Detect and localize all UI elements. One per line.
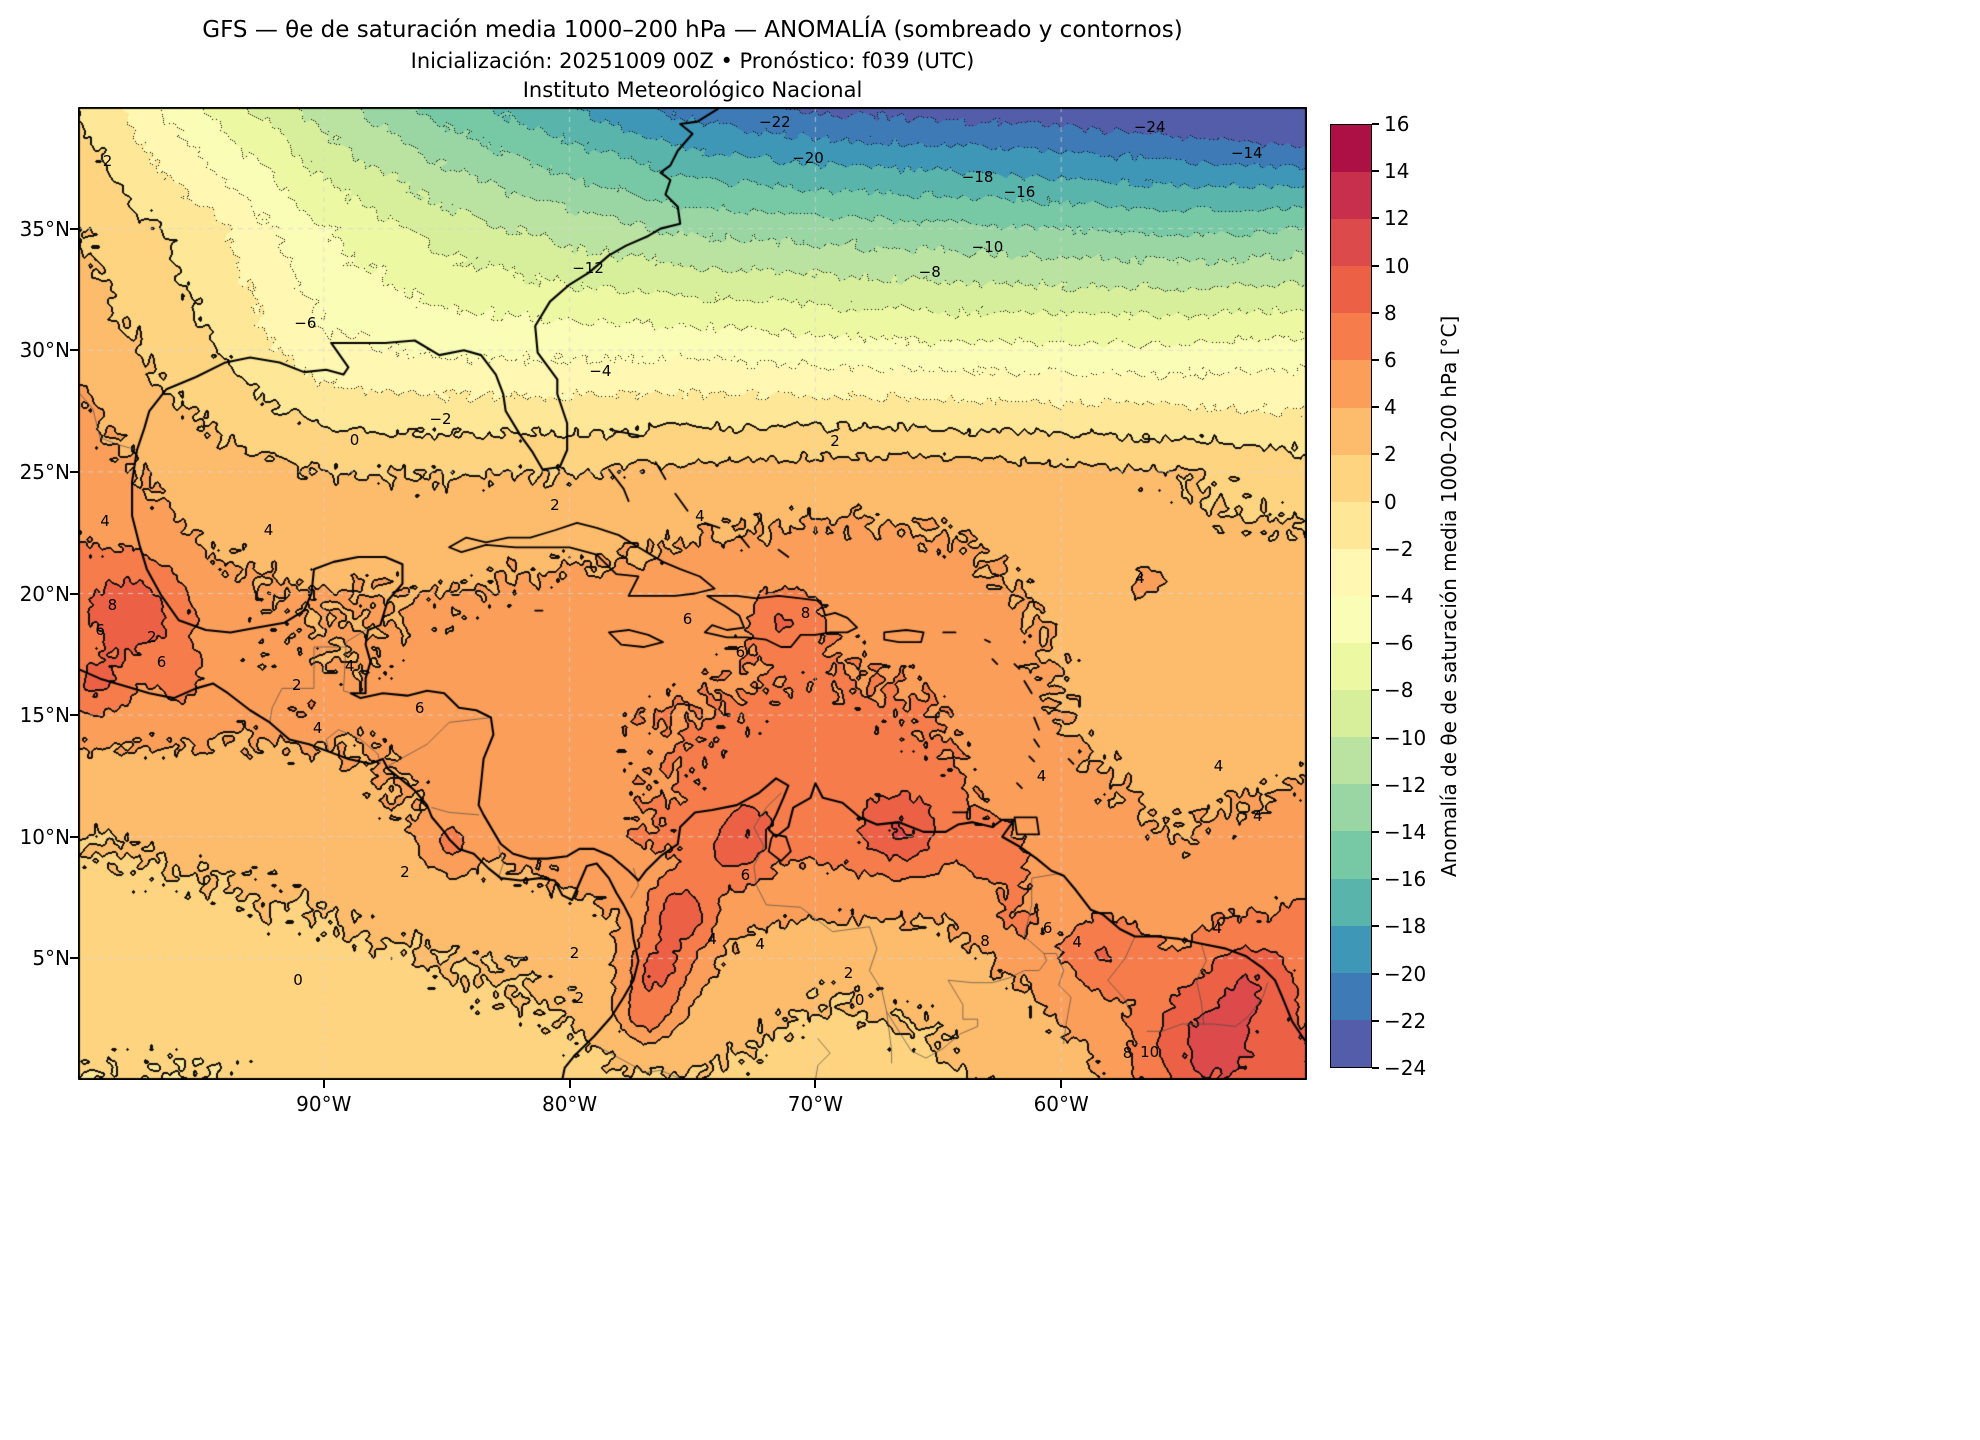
colorbar-segment [1331,548,1371,596]
colorbar-segment [1331,737,1371,785]
colorbar-tick-mark [1372,1067,1379,1069]
colorbar-tick-label: 8 [1384,300,1397,325]
colorbar-tick-label: 4 [1384,395,1397,420]
colorbar-tick-label: 0 [1384,489,1397,514]
y-tick-label: 10°N [19,824,70,849]
colorbar-segment [1331,972,1371,1020]
colorbar-tick-mark [1372,925,1379,928]
colorbar-tick-mark [1372,972,1379,975]
y-tick-label: 25°N [19,459,70,484]
colorbar-tick-label: 14 [1384,159,1410,184]
figure-title-block: GFS — θe de saturación media 1000–200 hP… [78,14,1307,106]
colorbar-tick-label: −16 [1384,867,1427,892]
colorbar-tick-mark [1372,170,1379,173]
colorbar-tick-label: −18 [1384,914,1427,939]
y-tick-label: 5°N [32,946,70,971]
colorbar-tick-label: 10 [1384,253,1410,278]
y-tick-mark [70,957,78,960]
colorbar-tick-label: −4 [1384,584,1414,608]
colorbar-tick-label: −12 [1384,772,1427,797]
y-tick-label: 20°N [19,581,70,606]
colorbar-tick-mark [1372,311,1379,314]
y-tick-mark [70,714,78,717]
colorbar-tick-label: −6 [1384,631,1414,656]
colorbar-tick-label: 6 [1384,348,1397,372]
x-tick-mark [322,1080,325,1088]
latitude-axis: 35°N 30°N 25°N 20°N 15°N 10°N 5°N [0,0,70,1440]
colorbar-segment [1331,360,1371,408]
colorbar-tick-label: −20 [1384,961,1427,986]
colorbar-segment [1331,878,1371,926]
colorbar-segment [1331,925,1371,973]
colorbar-tick-mark [1372,736,1379,739]
x-tick-label: 90°W [296,1092,352,1116]
colorbar-tick-mark [1372,1019,1379,1022]
colorbar-segment [1331,454,1371,502]
colorbar [1330,124,1372,1068]
colorbar-tick-label: −2 [1384,536,1414,561]
colorbar-segment [1331,690,1371,738]
figure-institution: Instituto Meteorológico Nacional [522,78,863,103]
colorbar-tick-mark [1372,547,1379,550]
colorbar-segment [1331,784,1371,832]
colorbar-segment [1331,831,1371,879]
colorbar-tick-mark [1372,595,1379,597]
y-tick-mark [70,349,78,352]
colorbar-tick-mark [1372,878,1379,881]
figure-subtitle: Inicialización: 20251009 00Z • Pronóstic… [410,48,975,73]
colorbar-segment [1331,219,1371,267]
y-tick-label: 30°N [19,338,70,363]
colorbar-tick-mark [1372,689,1379,692]
colorbar-segment [1331,643,1371,691]
colorbar-tick-mark [1372,453,1379,456]
colorbar-tick-mark [1372,783,1379,786]
colorbar-segment [1331,595,1371,644]
colorbar-tick-mark [1372,359,1379,361]
colorbar-segment [1331,501,1371,549]
y-tick-mark [70,592,78,595]
colorbar-tick-mark [1372,217,1379,220]
y-tick-mark [70,835,78,838]
colorbar-tick-label: 2 [1384,442,1397,467]
y-tick-mark [70,227,78,230]
colorbar-segment [1331,1019,1371,1067]
x-tick-label: 60°W [1033,1092,1089,1116]
colorbar-segment [1331,172,1371,220]
y-tick-mark [70,470,78,473]
colorbar-tick-label: −24 [1384,1056,1427,1080]
y-tick-label: 35°N [19,216,70,241]
colorbar-tick-label: 12 [1384,206,1410,231]
colorbar-tick-label: −22 [1384,1008,1427,1033]
colorbar-tick-mark [1372,642,1379,645]
colorbar-tick-mark [1372,500,1379,503]
colorbar-tick-label: −14 [1384,820,1427,844]
colorbar-segment [1331,125,1371,173]
x-tick-label: 80°W [541,1092,598,1116]
colorbar-label: Anomalía de θe de saturación media 1000–… [1437,315,1461,877]
plot-area: −22 −24 −14 −20 −18 −16 −10 −8 −12 −6 −4 −2 2 0 2 2 4 4 8 6… [78,107,1307,1080]
colorbar-tick-label: −10 [1384,725,1427,750]
longitude-axis: 90°W 80°W 70°W 60°W [0,1092,1980,1122]
figure-title: GFS — θe de saturación media 1000–200 hP… [202,17,1183,43]
map-canvas [78,107,1307,1080]
colorbar-tick-label: −8 [1384,678,1414,703]
colorbar-segment [1331,407,1371,455]
colorbar-tick-mark [1372,831,1379,833]
colorbar-segment [1331,266,1371,314]
x-tick-label: 70°W [787,1092,844,1116]
x-tick-mark [1060,1080,1063,1088]
y-tick-label: 15°N [19,703,70,728]
colorbar-tick-label: 16 [1384,112,1410,136]
colorbar-tick-mark [1372,406,1379,409]
colorbar-tick-mark [1372,264,1379,267]
x-tick-mark [568,1080,571,1088]
colorbar-segment [1331,313,1371,361]
x-tick-mark [814,1080,817,1088]
colorbar-tick-mark [1372,123,1379,125]
